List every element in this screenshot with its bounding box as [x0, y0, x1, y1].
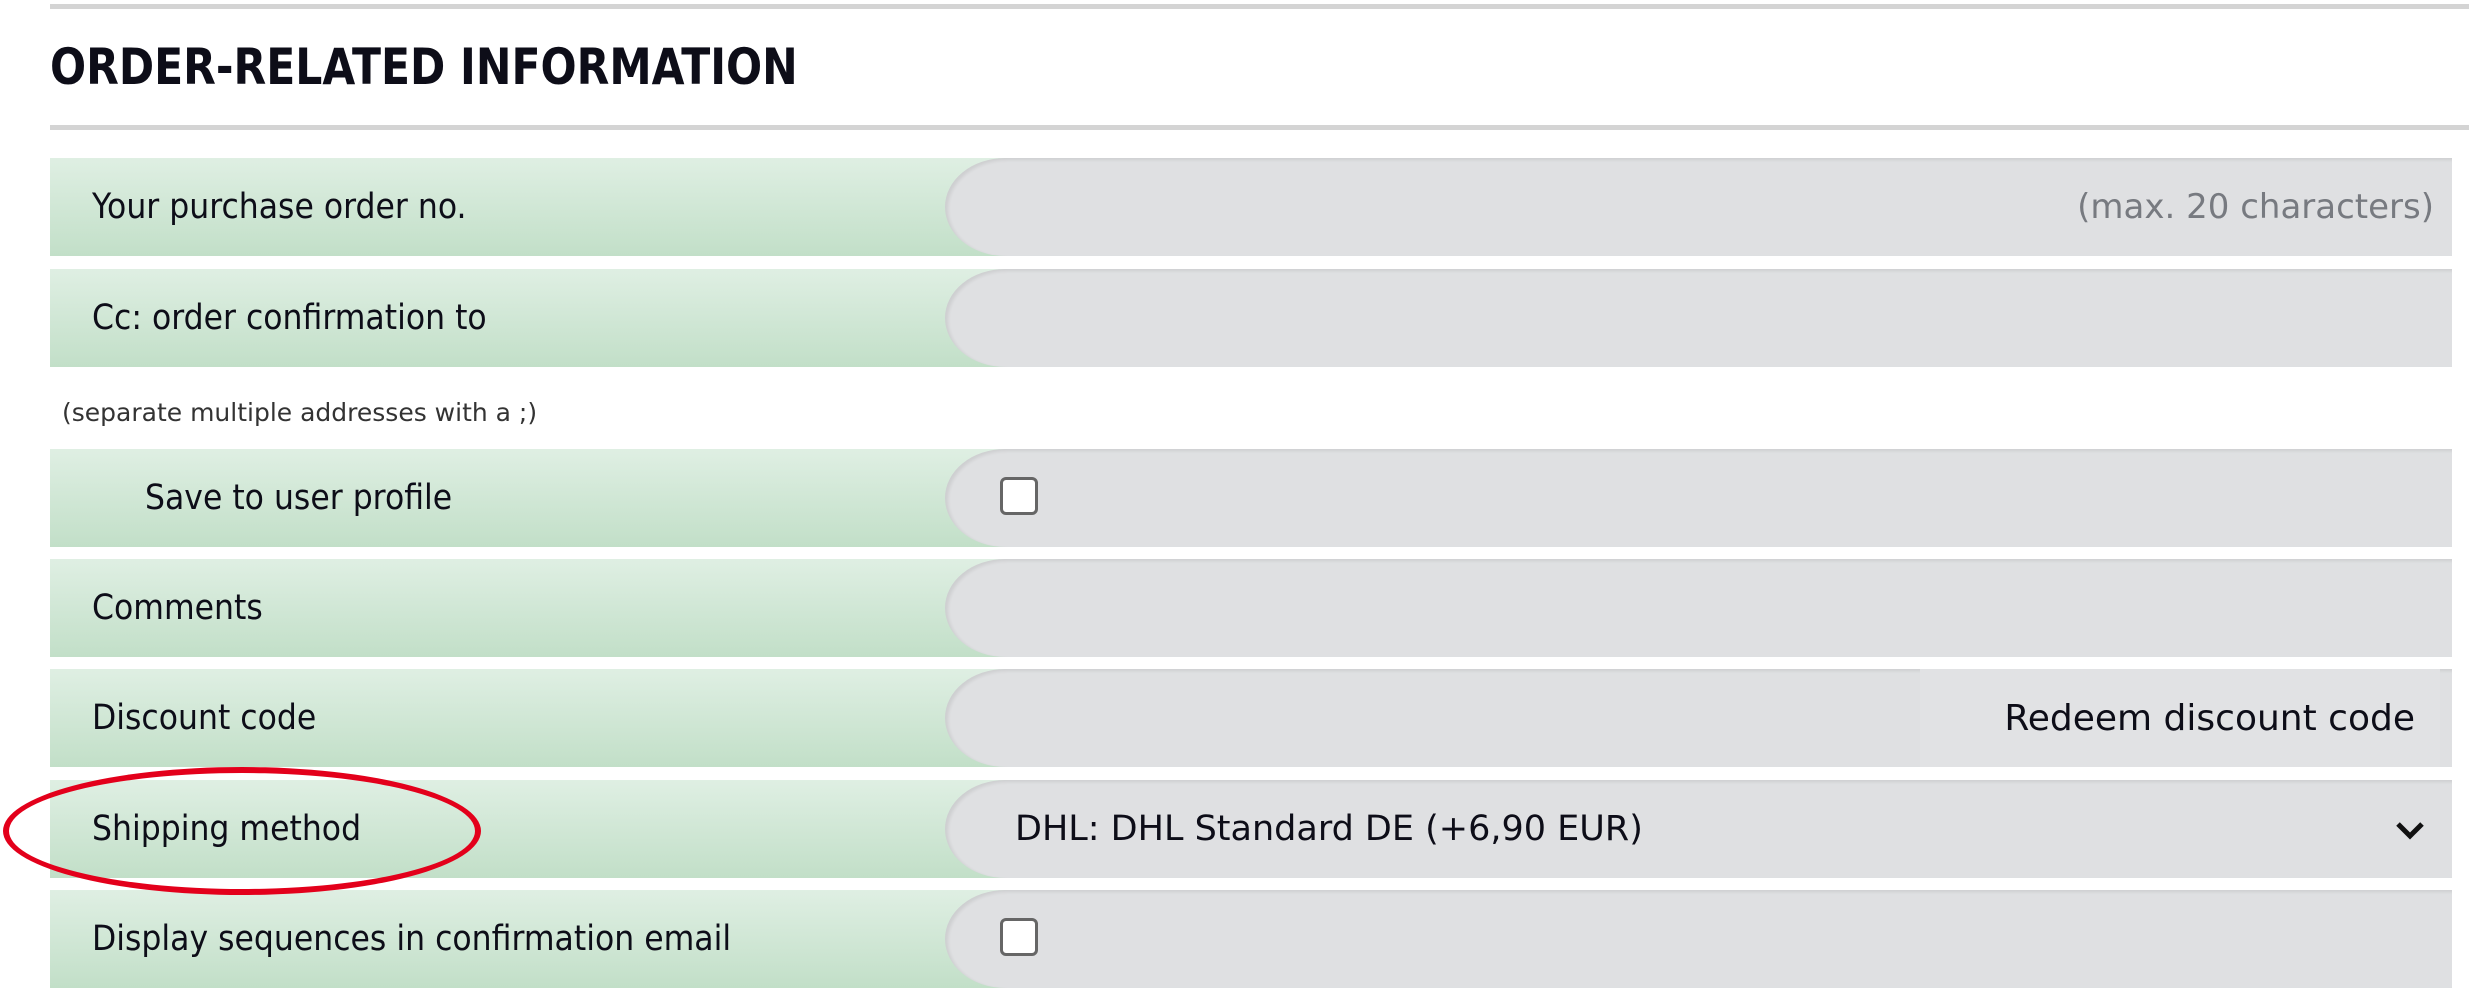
row-cc-confirmation: Cc: order confirmation to [50, 269, 2452, 367]
purchase-order-input[interactable]: (max. 20 characters) [945, 158, 2452, 256]
save-profile-checkbox[interactable] [1000, 477, 1038, 515]
top-divider [50, 4, 2469, 9]
row-purchase-order: Your purchase order no. (max. 20 charact… [50, 158, 2452, 256]
discount-code-label: Discount code [50, 669, 1010, 767]
comments-label: Comments [50, 559, 1010, 657]
cc-confirmation-input[interactable] [945, 269, 2452, 367]
title-divider [50, 125, 2469, 130]
shipping-method-value: DHL: DHL Standard DE (+6,90 EUR) [1015, 809, 1643, 849]
row-display-sequences: Display sequences in confirmation email [50, 890, 2452, 988]
row-shipping-method: Shipping method DHL: DHL Standard DE (+6… [50, 780, 2452, 878]
row-discount-code: Discount code Redeem discount code [50, 669, 2452, 767]
row-comments: Comments [50, 559, 2452, 657]
discount-code-input[interactable]: Redeem discount code [945, 669, 2452, 767]
purchase-order-label: Your purchase order no. [50, 158, 1010, 256]
display-sequences-checkbox[interactable] [1000, 918, 1038, 956]
shipping-method-select[interactable]: DHL: DHL Standard DE (+6,90 EUR) [945, 780, 2452, 878]
row-save-profile: Save to user profile [50, 449, 2452, 547]
cc-note: (separate multiple addresses with a ;) [62, 398, 538, 427]
save-profile-label: Save to user profile [50, 449, 1010, 547]
display-sequences-field [945, 890, 2452, 988]
cc-confirmation-label: Cc: order confirmation to [50, 269, 1010, 367]
shipping-method-label: Shipping method [50, 780, 1010, 878]
save-profile-field [945, 449, 2452, 547]
chevron-down-icon [2396, 822, 2424, 840]
redeem-discount-button[interactable]: Redeem discount code [1920, 669, 2440, 767]
comments-input[interactable] [945, 559, 2452, 657]
max-characters-hint: (max. 20 characters) [2077, 187, 2434, 227]
display-sequences-label: Display sequences in confirmation email [50, 890, 1010, 988]
section-title: ORDER-RELATED INFORMATION [50, 38, 798, 96]
